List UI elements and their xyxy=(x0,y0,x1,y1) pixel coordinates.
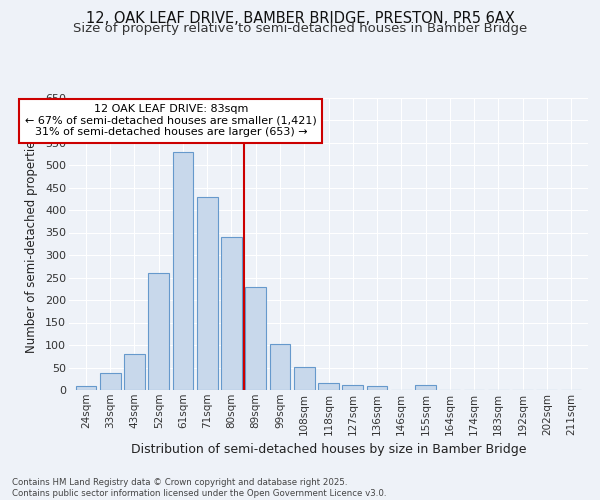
Text: Contains HM Land Registry data © Crown copyright and database right 2025.
Contai: Contains HM Land Registry data © Crown c… xyxy=(12,478,386,498)
Bar xyxy=(318,383,339,390)
Bar xyxy=(124,354,145,390)
Text: 12 OAK LEAF DRIVE: 83sqm
← 67% of semi-detached houses are smaller (1,421)
31% o: 12 OAK LEAF DRIVE: 83sqm ← 67% of semi-d… xyxy=(25,104,317,138)
Bar xyxy=(269,344,290,390)
Y-axis label: Number of semi-detached properties: Number of semi-detached properties xyxy=(25,134,38,353)
Bar xyxy=(245,286,266,390)
Text: Size of property relative to semi-detached houses in Bamber Bridge: Size of property relative to semi-detach… xyxy=(73,22,527,35)
Bar xyxy=(197,196,218,390)
X-axis label: Distribution of semi-detached houses by size in Bamber Bridge: Distribution of semi-detached houses by … xyxy=(131,443,526,456)
Bar xyxy=(148,273,169,390)
Bar xyxy=(100,373,121,390)
Bar xyxy=(76,386,96,390)
Bar xyxy=(367,386,388,390)
Bar xyxy=(343,384,363,390)
Bar xyxy=(221,237,242,390)
Bar xyxy=(294,366,314,390)
Text: 12, OAK LEAF DRIVE, BAMBER BRIDGE, PRESTON, PR5 6AX: 12, OAK LEAF DRIVE, BAMBER BRIDGE, PREST… xyxy=(86,11,514,26)
Bar xyxy=(415,384,436,390)
Bar xyxy=(173,152,193,390)
